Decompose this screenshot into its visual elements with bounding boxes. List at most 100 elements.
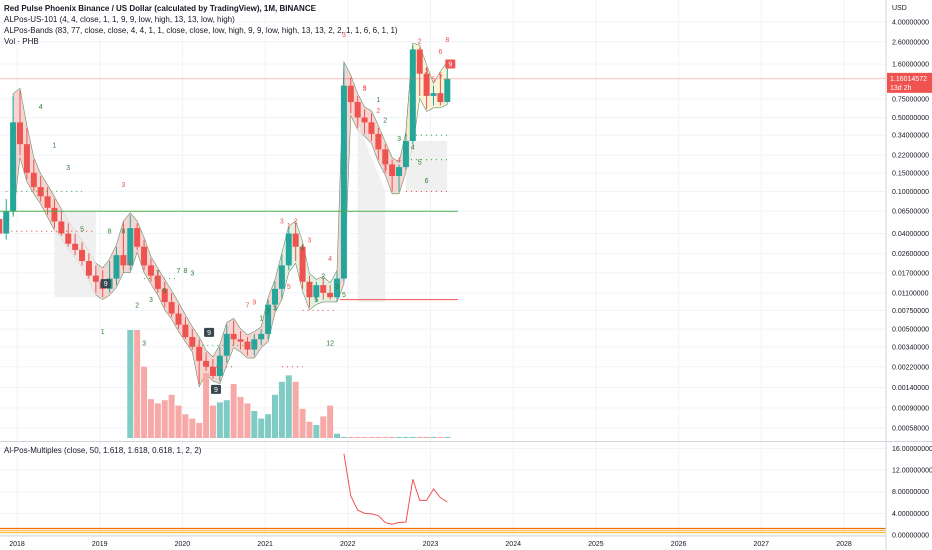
count-label-green: 2 [135,302,139,309]
candle-body [23,144,30,173]
count-label-green: 3 [335,284,339,291]
volume-bar [389,436,396,438]
currency-label: USD [892,5,907,12]
time-tick-label: 2023 [423,541,439,548]
candle-body [313,285,320,298]
candle-body [58,221,65,234]
volume-bar [402,436,409,438]
price-tick-label: 4.00000000 [892,20,929,27]
count-label-red: 2 [294,218,298,225]
candle-body [65,233,72,244]
price-tick-label: 0.00750000 [892,308,929,315]
volume-bar [216,402,223,438]
price-tick-label: 0.01100000 [892,290,929,297]
count-label-red: 3 [425,69,429,76]
count-label-plain: 1 [101,329,105,336]
candle-body [402,140,409,168]
candle-body [17,122,23,145]
candle-body [0,218,3,234]
candle-body [368,122,375,134]
count-label-green: 2 [266,309,270,316]
candle-body [223,333,230,356]
price-tick-label: 0.06500000 [892,209,929,216]
price-tick-label: 0.22000000 [892,153,929,160]
count-label-red: 2 [418,39,422,46]
volume-bar [265,414,272,438]
price-tick-label: 0.04000000 [892,231,929,238]
projection-zone [405,140,448,192]
time-tick-label: 2024 [505,541,521,548]
indicator-tick-label: 8.00000000 [892,489,929,496]
candle-body [444,78,451,103]
alpos-bands [12,42,448,388]
count-label-green: 5 [80,226,84,233]
time-tick-label: 2018 [9,541,25,548]
volume-bar [368,436,375,438]
candle-body [113,255,120,279]
candle-body [299,246,306,282]
volume-bar [134,330,141,438]
count-label-red: 4 [397,157,401,164]
candle-body [265,304,272,334]
price-tick-label: 2.60000000 [892,39,929,46]
volume-bar [327,405,334,438]
count-label-red: 6 [438,49,442,56]
volume-bar [306,421,313,438]
indicator-legend-bands[interactable]: ALPos-Bands (83, 77, close, close, 4, 4,… [4,26,398,35]
candle-body [154,275,161,289]
volume-bar [437,436,444,438]
candle-body [189,337,196,347]
time-tick-label: 2019 [92,541,108,548]
volume-bar [347,436,354,438]
candle-body [271,288,278,305]
count-label-green: 3 [66,165,70,172]
count-label-red: 8 [445,37,449,44]
volume-bar [251,411,258,438]
time-axis: 2018 2019 2020 2021 2022 2023 2024 2025 2026 2027… [0,535,886,548]
price-tick-label: 0.00090000 [892,405,929,412]
candle-body [285,233,292,266]
time-tick-label: 2025 [588,541,604,548]
candle-body [10,122,17,212]
indicator-tick-label: 0.00000000 [892,533,929,540]
count-label-green: 5 [342,292,346,299]
price-tick-label: 0.00220000 [892,364,929,371]
candle-body [354,102,361,118]
price-tick-label: 0.00500000 [892,327,929,334]
volume-bar [292,381,299,438]
count-label-red: 7 [245,302,249,309]
last-price-tag [887,72,932,93]
price-tick-label: 0.00340000 [892,344,929,351]
volume-bar [340,436,347,438]
indicator-legend-volume[interactable]: Vol · PHB [4,37,39,46]
count-label-red: 3 [307,237,311,244]
candle-body [168,302,175,314]
indicator-legend-us101[interactable]: ALPos-US-101 (4, 4, close, 1, 1, 9, 9, l… [4,15,235,24]
count-label-red: 2 [128,260,132,267]
volume-bar [313,425,320,438]
candle-body [134,228,141,247]
support-resistance-levels [0,78,886,368]
count-label-green: 1 [301,245,305,252]
volume-bar [168,394,175,438]
candle-body [437,93,444,103]
candle-body [306,281,313,298]
count-label-green: 8 [121,229,125,236]
indicator-legend-multiples[interactable]: Al-Pos-Multiples (close, 50, 1.618, 1.61… [4,446,202,455]
count-label-green: 12 [326,340,334,347]
price-tick-label: 0.00140000 [892,385,929,392]
price-tick-label: 0.02600000 [892,251,929,258]
price-tick-label: 0.34000000 [892,133,929,140]
count-label-green: 1 [259,316,263,323]
volume-bar [147,399,154,438]
price-axis: USD 4.00000000 2.60000000 1.60000000 0.75000… [885,0,932,550]
countdown-label: 13d 2h [890,85,912,92]
count-label-red: 3 [342,32,346,39]
count-label-green: 5 [418,159,422,166]
candle-body [396,167,403,176]
volume-bar [382,436,389,438]
volume-bar [361,436,368,438]
candle-body [182,324,189,338]
count-label-green: 3 [190,271,194,278]
